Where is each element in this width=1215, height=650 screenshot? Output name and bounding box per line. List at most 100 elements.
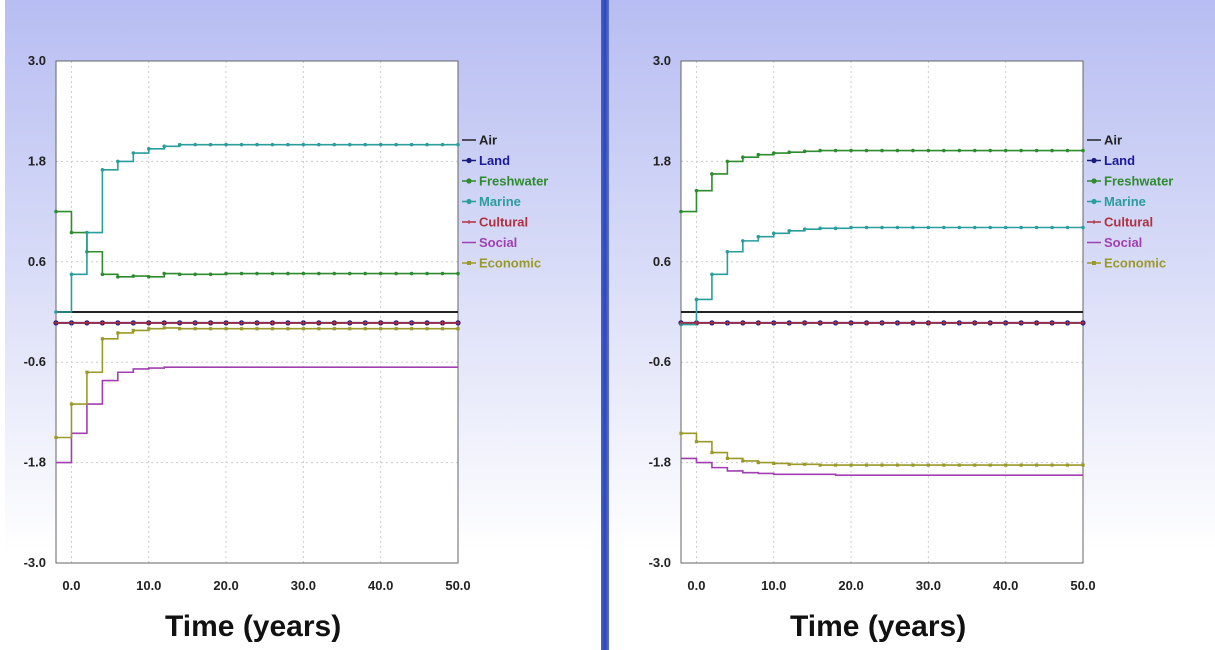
- data-point-cultural: [679, 320, 683, 325]
- data-point-cultural: [146, 320, 151, 325]
- data-point-cultural: [239, 320, 244, 325]
- legend-marker-economic: [1092, 261, 1096, 265]
- data-point-cultural: [910, 320, 915, 325]
- data-point-freshwater: [116, 275, 120, 279]
- data-point-economic: [301, 327, 305, 331]
- data-point-freshwater: [301, 271, 306, 276]
- data-point-economic: [178, 327, 182, 331]
- data-point-freshwater: [193, 272, 197, 277]
- data-point-marine: [425, 142, 429, 147]
- data-point-freshwater: [425, 271, 429, 276]
- data-point-marine: [332, 142, 337, 147]
- x-tick-label: 50.0: [445, 578, 470, 593]
- y-tick-label: 0.6: [653, 254, 671, 269]
- data-point-marine: [208, 142, 213, 147]
- data-point-freshwater: [270, 271, 275, 276]
- y-tick-label: 1.8: [653, 153, 671, 168]
- data-point-cultural: [1034, 320, 1039, 325]
- legend-label-marine: Marine: [1104, 194, 1146, 209]
- data-point-economic: [239, 327, 244, 331]
- data-point-cultural: [131, 320, 136, 325]
- legend-marker-land: [466, 157, 472, 164]
- data-point-freshwater: [347, 271, 352, 276]
- x-tick-label: 50.0: [1070, 578, 1095, 593]
- legend-label-social: Social: [1104, 235, 1142, 250]
- data-point-cultural: [285, 320, 290, 325]
- data-point-freshwater: [394, 271, 398, 276]
- data-point-freshwater: [771, 151, 776, 155]
- data-point-freshwater: [239, 271, 244, 276]
- data-point-economic: [694, 440, 699, 444]
- series-line-social: [681, 457, 1083, 476]
- data-point-marine: [409, 142, 414, 147]
- data-point-cultural: [972, 320, 977, 325]
- data-point-economic: [456, 327, 460, 331]
- data-point-economic: [270, 327, 275, 331]
- data-point-economic: [255, 327, 259, 331]
- data-point-freshwater: [1065, 148, 1070, 153]
- data-point-economic: [440, 327, 445, 331]
- data-point-marine: [456, 142, 460, 147]
- data-point-economic: [162, 326, 166, 330]
- data-point-marine: [239, 142, 244, 147]
- data-point-economic: [818, 463, 822, 467]
- data-point-freshwater: [1050, 148, 1054, 153]
- data-point-marine: [317, 142, 321, 147]
- data-point-marine: [771, 231, 776, 236]
- data-point-freshwater: [756, 152, 761, 157]
- series-line-freshwater: [56, 210, 458, 278]
- data-point-economic: [1019, 463, 1023, 467]
- data-point-marine: [710, 272, 714, 277]
- data-point-freshwater: [146, 275, 151, 279]
- data-point-cultural: [802, 320, 807, 325]
- data-point-cultural: [988, 320, 993, 325]
- legend-label-social: Social: [479, 235, 517, 250]
- data-point-freshwater: [741, 155, 745, 160]
- data-point-cultural: [69, 320, 74, 325]
- data-point-marine: [725, 249, 730, 254]
- data-point-economic: [988, 463, 992, 467]
- data-point-freshwater: [864, 148, 869, 153]
- x-tick-label: 10.0: [136, 578, 161, 593]
- data-point-cultural: [771, 320, 776, 325]
- data-point-economic: [1081, 463, 1085, 467]
- data-point-economic: [69, 402, 74, 406]
- y-tick-label: -0.6: [649, 354, 671, 369]
- data-point-freshwater: [1019, 148, 1023, 153]
- data-point-cultural: [1003, 320, 1008, 325]
- data-point-economic: [131, 328, 135, 333]
- legend-marker-economic: [467, 261, 471, 265]
- data-point-freshwater: [286, 271, 290, 276]
- data-point-freshwater: [787, 150, 792, 154]
- legend-label-economic: Economic: [1104, 256, 1166, 271]
- data-point-marine: [177, 142, 182, 147]
- data-point-cultural: [270, 320, 275, 325]
- x-axis-label-left: Time (years): [165, 610, 342, 643]
- y-tick-label: 3.0: [28, 53, 46, 68]
- data-point-marine: [193, 142, 197, 147]
- y-tick-label: -1.8: [24, 455, 46, 470]
- data-point-freshwater: [957, 148, 962, 153]
- data-point-economic: [803, 462, 807, 466]
- legend-label-cultural: Cultural: [479, 215, 528, 230]
- data-point-marine: [741, 239, 745, 243]
- legend-label-air: Air: [479, 133, 497, 148]
- data-point-cultural: [54, 320, 58, 325]
- data-point-marine: [880, 225, 884, 230]
- data-point-economic: [834, 463, 838, 467]
- data-point-marine: [146, 147, 151, 151]
- data-point-economic: [942, 463, 946, 467]
- data-point-marine: [440, 142, 445, 147]
- data-point-economic: [880, 463, 884, 467]
- x-tick-label: 10.0: [761, 578, 786, 593]
- data-point-marine: [270, 142, 275, 147]
- data-point-cultural: [193, 320, 198, 325]
- data-point-cultural: [895, 320, 900, 325]
- data-point-economic: [85, 370, 89, 374]
- data-point-freshwater: [679, 209, 683, 214]
- series-line-social: [56, 366, 458, 464]
- x-tick-label: 40.0: [368, 578, 393, 593]
- data-point-economic: [100, 337, 104, 341]
- data-point-cultural: [864, 320, 869, 325]
